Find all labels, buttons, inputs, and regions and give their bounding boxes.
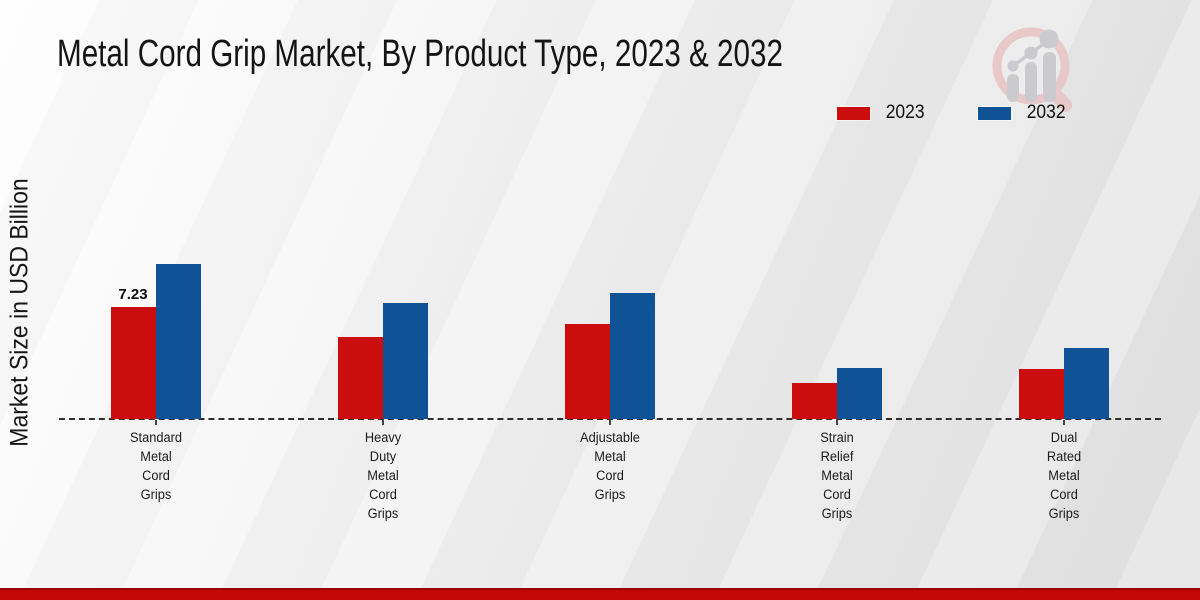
footer-accent-bar xyxy=(0,588,1200,600)
bar-2032-1 xyxy=(155,264,201,419)
legend-item-2032: 2032 xyxy=(978,102,1067,124)
bar-2023-4 xyxy=(792,383,838,419)
bar-2032-5 xyxy=(1064,348,1110,419)
bar-value-label: 7.23 xyxy=(118,286,148,303)
bar-2032-4 xyxy=(837,368,883,419)
category-label: Dual Rated Metal Cord Grips xyxy=(1047,430,1082,521)
category-label: Strain Relief Metal Cord Grips xyxy=(820,430,854,521)
x-axis-tick xyxy=(381,420,384,425)
category-label: Heavy Duty Metal Cord Grips xyxy=(364,430,401,521)
magnifier-bar-chart-logo-icon xyxy=(992,27,1073,112)
legend: 2023 2032 xyxy=(837,102,1068,124)
x-axis-tick xyxy=(608,420,611,425)
legend-swatch-icon xyxy=(837,106,870,120)
bar-2032-3 xyxy=(609,293,655,419)
category-label: Adjustable Metal Cord Grips xyxy=(579,430,640,502)
bar-2023-1 xyxy=(110,307,156,419)
bar-2023-3 xyxy=(564,324,610,419)
legend-swatch-icon xyxy=(978,106,1012,120)
x-axis-tick xyxy=(836,420,839,425)
chart-title: Metal Cord Grip Market, By Product Type,… xyxy=(57,33,783,75)
x-axis-baseline xyxy=(59,418,1161,420)
bar-2023-5 xyxy=(1019,369,1065,419)
x-axis-tick xyxy=(154,420,157,425)
category-label: Standard Metal Cord Grips xyxy=(129,430,182,502)
legend-label: 2032 xyxy=(1026,102,1066,123)
legend-label: 2023 xyxy=(885,102,925,123)
bar-2023-2 xyxy=(337,337,383,419)
x-axis-tick xyxy=(1063,420,1066,425)
bar-2032-2 xyxy=(382,303,428,419)
legend-item-2023: 2023 xyxy=(837,102,926,124)
